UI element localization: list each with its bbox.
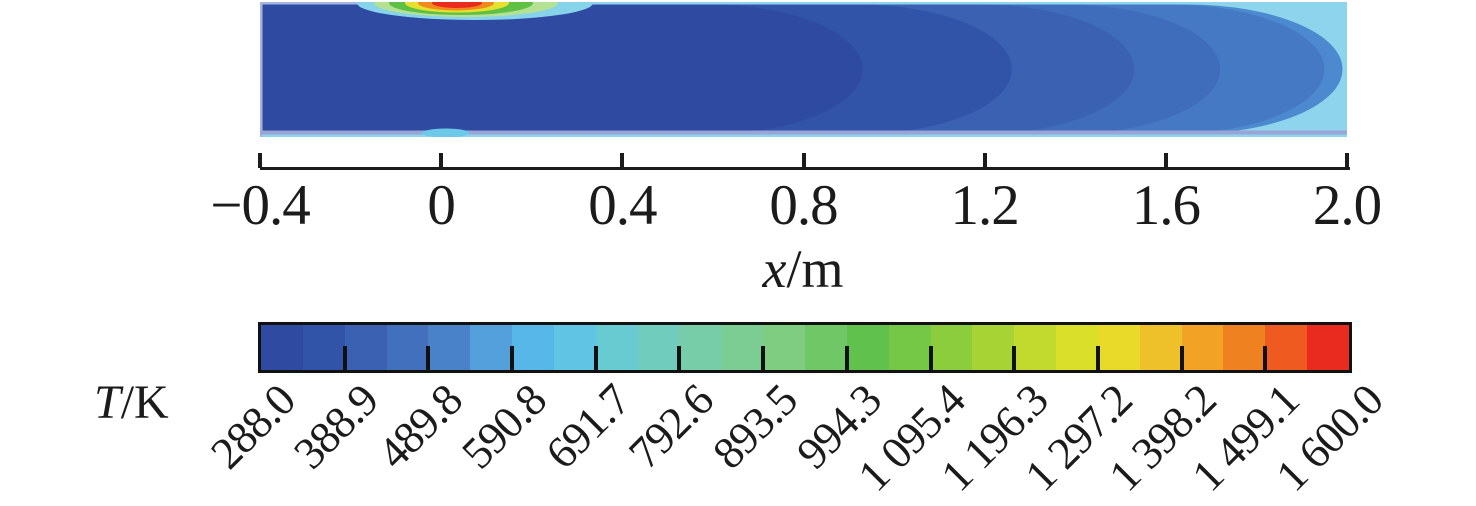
colorbar-band xyxy=(846,325,889,370)
colorbar-tick xyxy=(342,346,347,370)
x-axis-tick xyxy=(801,153,806,168)
colorbar-tick-label: 288.0 xyxy=(200,374,305,479)
colorbar-band xyxy=(553,325,596,370)
colorbar-title: T/K xyxy=(94,378,169,428)
x-tick-label: 0 xyxy=(427,174,456,237)
colorbar-tick-label: 590.8 xyxy=(451,374,556,479)
x-axis-tick xyxy=(982,153,987,168)
x-axis-line xyxy=(260,167,1350,170)
x-axis-title: x/m xyxy=(703,241,903,297)
colorbar-band xyxy=(428,325,471,370)
colorbar-band xyxy=(888,325,931,370)
colorbar-tick xyxy=(1263,346,1268,370)
colorbar-tick-label: 691.7 xyxy=(535,374,640,479)
x-axis-variable: x xyxy=(762,239,787,299)
colorbar-band xyxy=(386,325,429,370)
colorbar-band xyxy=(679,325,722,370)
colorbar-tick xyxy=(426,346,431,370)
colorbar-tick-label: 893.5 xyxy=(702,374,807,479)
colorbar-tick xyxy=(677,346,682,370)
colorbar-band xyxy=(804,325,847,370)
hotspot-ring xyxy=(432,2,482,8)
x-tick-label: 1.6 xyxy=(1131,174,1201,237)
contour-layers xyxy=(260,2,1347,137)
colorbar-unit: /K xyxy=(120,376,169,429)
colorbar-band xyxy=(1097,325,1140,370)
x-axis-tick xyxy=(439,153,444,168)
x-axis-tick xyxy=(258,153,262,168)
x-tick-label: −0.4 xyxy=(210,174,310,237)
colorbar-band xyxy=(1181,325,1224,370)
x-tick-label: 2.0 xyxy=(1312,174,1382,237)
colorbar-band xyxy=(512,325,554,370)
colorbar-band xyxy=(972,325,1015,370)
colorbar-tick xyxy=(1179,346,1184,370)
top-left-edge-sliver xyxy=(260,2,428,5)
temperature-contour-plot xyxy=(260,2,1347,137)
colorbar-tick xyxy=(844,346,849,370)
x-axis-tick xyxy=(620,153,625,168)
colorbar-band xyxy=(721,325,764,370)
colorbar-band xyxy=(930,325,973,370)
left-edge-sliver xyxy=(260,2,263,137)
colorbar-band xyxy=(1307,325,1349,370)
colorbar-band xyxy=(1056,325,1098,370)
colorbar-band xyxy=(1014,325,1057,370)
colorbar-band xyxy=(302,325,345,370)
x-axis-tick xyxy=(1345,153,1349,168)
colorbar-variable: T xyxy=(94,376,121,429)
x-tick-label: 0.4 xyxy=(588,174,657,237)
colorbar-band xyxy=(344,325,387,370)
colorbar-tick xyxy=(761,346,766,370)
colorbar-tick xyxy=(510,346,515,370)
colorbar-tick xyxy=(1095,346,1100,370)
colorbar-tick xyxy=(1012,346,1017,370)
colorbar-tick-label: 792.6 xyxy=(619,374,723,479)
colorbar xyxy=(258,322,1352,373)
x-axis-tick xyxy=(1163,153,1168,168)
colorbar-tick-label: 489.8 xyxy=(368,374,472,479)
colorbar-tick-label: 388.9 xyxy=(284,374,388,479)
x-axis-unit: /m xyxy=(786,239,844,299)
colorbar-band xyxy=(1265,325,1308,370)
contour-band xyxy=(260,4,863,134)
colorbar-band xyxy=(470,325,513,370)
x-tick-label: 1.2 xyxy=(950,174,1020,237)
colorbar-band xyxy=(261,325,303,370)
x-tick-label: 0.8 xyxy=(769,174,838,237)
colorbar-band xyxy=(637,325,680,370)
colorbar-band xyxy=(595,325,638,370)
bottom-wall-strip xyxy=(260,130,1347,135)
colorbar-band xyxy=(763,325,805,370)
colorbar-band xyxy=(1223,325,1266,370)
colorbar-tick xyxy=(928,346,933,370)
bottom-wall-spot xyxy=(421,128,470,137)
colorbar-tick xyxy=(593,346,598,370)
colorbar-band xyxy=(1139,325,1182,370)
